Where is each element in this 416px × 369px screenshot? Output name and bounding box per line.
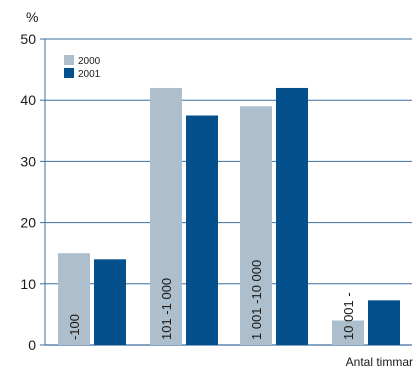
bars: [58, 87, 400, 346]
y-axis-unit: %: [26, 9, 38, 25]
y-tick-label-30: 30: [20, 153, 36, 169]
legend: 2000 2001: [64, 55, 101, 80]
bar-2000-1: [150, 87, 182, 346]
category-label-3: 10 001 -: [341, 292, 356, 340]
legend-swatch-2001: [64, 68, 74, 78]
bar-2000-3: [332, 320, 364, 345]
y-tick-label-0: 0: [28, 337, 36, 353]
bar-2000-0: [58, 253, 90, 345]
bar-2001-2: [276, 87, 308, 346]
bar-2000-2: [240, 106, 272, 345]
legend-label-2001: 2001: [78, 69, 101, 80]
y-axis: 0 10 20 30 40 50: [20, 31, 46, 353]
x-axis-label: Antal timmar: [346, 355, 413, 369]
bar-2001-3: [368, 300, 400, 345]
y-tick-label-40: 40: [20, 92, 36, 108]
legend-swatch-2000: [64, 55, 74, 65]
bar-2001-0: [94, 259, 126, 345]
category-label-1: 101 -1 000: [159, 278, 174, 340]
category-label-2: 1 001 -10 000: [249, 260, 264, 340]
category-labels: -100 101 -1 000 1 001 -10 000 10 001 -: [67, 260, 356, 340]
bar-2001-1: [186, 115, 218, 345]
y-tick-label-20: 20: [20, 215, 36, 231]
category-label-0: -100: [67, 314, 82, 340]
y-tick-label-50: 50: [20, 31, 36, 47]
y-tick-label-10: 10: [20, 276, 36, 292]
legend-label-2000: 2000: [78, 56, 101, 67]
